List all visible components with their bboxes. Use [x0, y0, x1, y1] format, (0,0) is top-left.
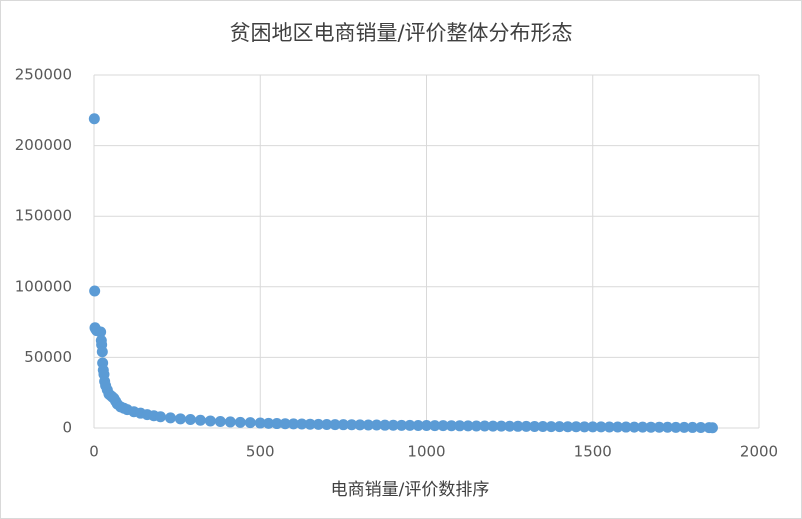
x-tick-label: 0	[89, 443, 99, 461]
point	[437, 420, 449, 432]
point	[678, 421, 690, 433]
point	[612, 421, 624, 433]
point	[429, 420, 441, 432]
point	[312, 418, 324, 430]
point	[512, 420, 524, 432]
point	[346, 419, 358, 431]
point	[234, 416, 246, 428]
point	[578, 421, 590, 433]
point	[421, 420, 432, 432]
point	[337, 419, 349, 431]
point	[164, 412, 176, 424]
y-tick-label: 150000	[15, 207, 72, 225]
point	[95, 326, 107, 338]
point	[462, 420, 474, 432]
point	[88, 113, 100, 125]
point	[271, 418, 283, 430]
point	[362, 419, 374, 431]
y-tick-label: 200000	[15, 136, 72, 154]
point	[537, 421, 549, 433]
point	[653, 421, 665, 433]
point	[304, 418, 316, 430]
point	[379, 419, 391, 431]
point	[288, 418, 299, 430]
point	[329, 419, 341, 431]
point	[354, 419, 366, 431]
point	[445, 420, 457, 432]
point	[706, 422, 718, 434]
point	[520, 420, 532, 432]
point	[371, 419, 383, 431]
point	[155, 411, 166, 423]
x-tick-label: 1500	[574, 443, 612, 461]
point	[504, 420, 516, 432]
y-tick-label: 0	[62, 419, 72, 437]
point	[529, 420, 541, 432]
x-tick-label: 500	[246, 443, 275, 461]
point	[396, 419, 408, 431]
x-axis-title: 电商销量/评价数排序	[331, 480, 490, 500]
point	[570, 421, 582, 433]
point	[637, 421, 649, 433]
point	[263, 417, 275, 429]
point	[387, 419, 399, 431]
point	[96, 346, 108, 358]
point	[204, 415, 216, 427]
point	[545, 421, 557, 433]
point	[662, 421, 674, 433]
point	[244, 417, 256, 429]
chart-title: 贫困地区电商销量/评价整体分布形态	[229, 21, 572, 45]
point	[595, 421, 607, 433]
y-tick-label: 50000	[24, 348, 72, 366]
point	[628, 421, 640, 433]
point	[687, 421, 698, 433]
point	[645, 421, 657, 433]
point	[620, 421, 632, 433]
point	[174, 413, 186, 425]
point	[321, 418, 333, 430]
point	[487, 420, 499, 432]
point	[254, 417, 266, 429]
point	[194, 414, 206, 426]
point	[695, 422, 707, 434]
point	[89, 285, 101, 297]
point	[603, 421, 615, 433]
point	[562, 421, 574, 433]
point	[224, 416, 236, 428]
point	[184, 414, 196, 426]
point	[214, 416, 226, 428]
x-tick-label: 1000	[407, 443, 445, 461]
point	[404, 419, 416, 431]
point	[479, 420, 491, 432]
x-tick-label: 2000	[740, 443, 778, 461]
point	[587, 421, 599, 433]
point	[296, 418, 308, 430]
y-tick-label: 250000	[15, 66, 72, 84]
point	[470, 420, 482, 432]
point	[454, 420, 466, 432]
point	[554, 421, 565, 433]
point	[495, 420, 507, 432]
point	[670, 421, 682, 433]
point	[412, 419, 424, 431]
point	[279, 418, 291, 430]
y-tick-label: 100000	[15, 277, 72, 295]
